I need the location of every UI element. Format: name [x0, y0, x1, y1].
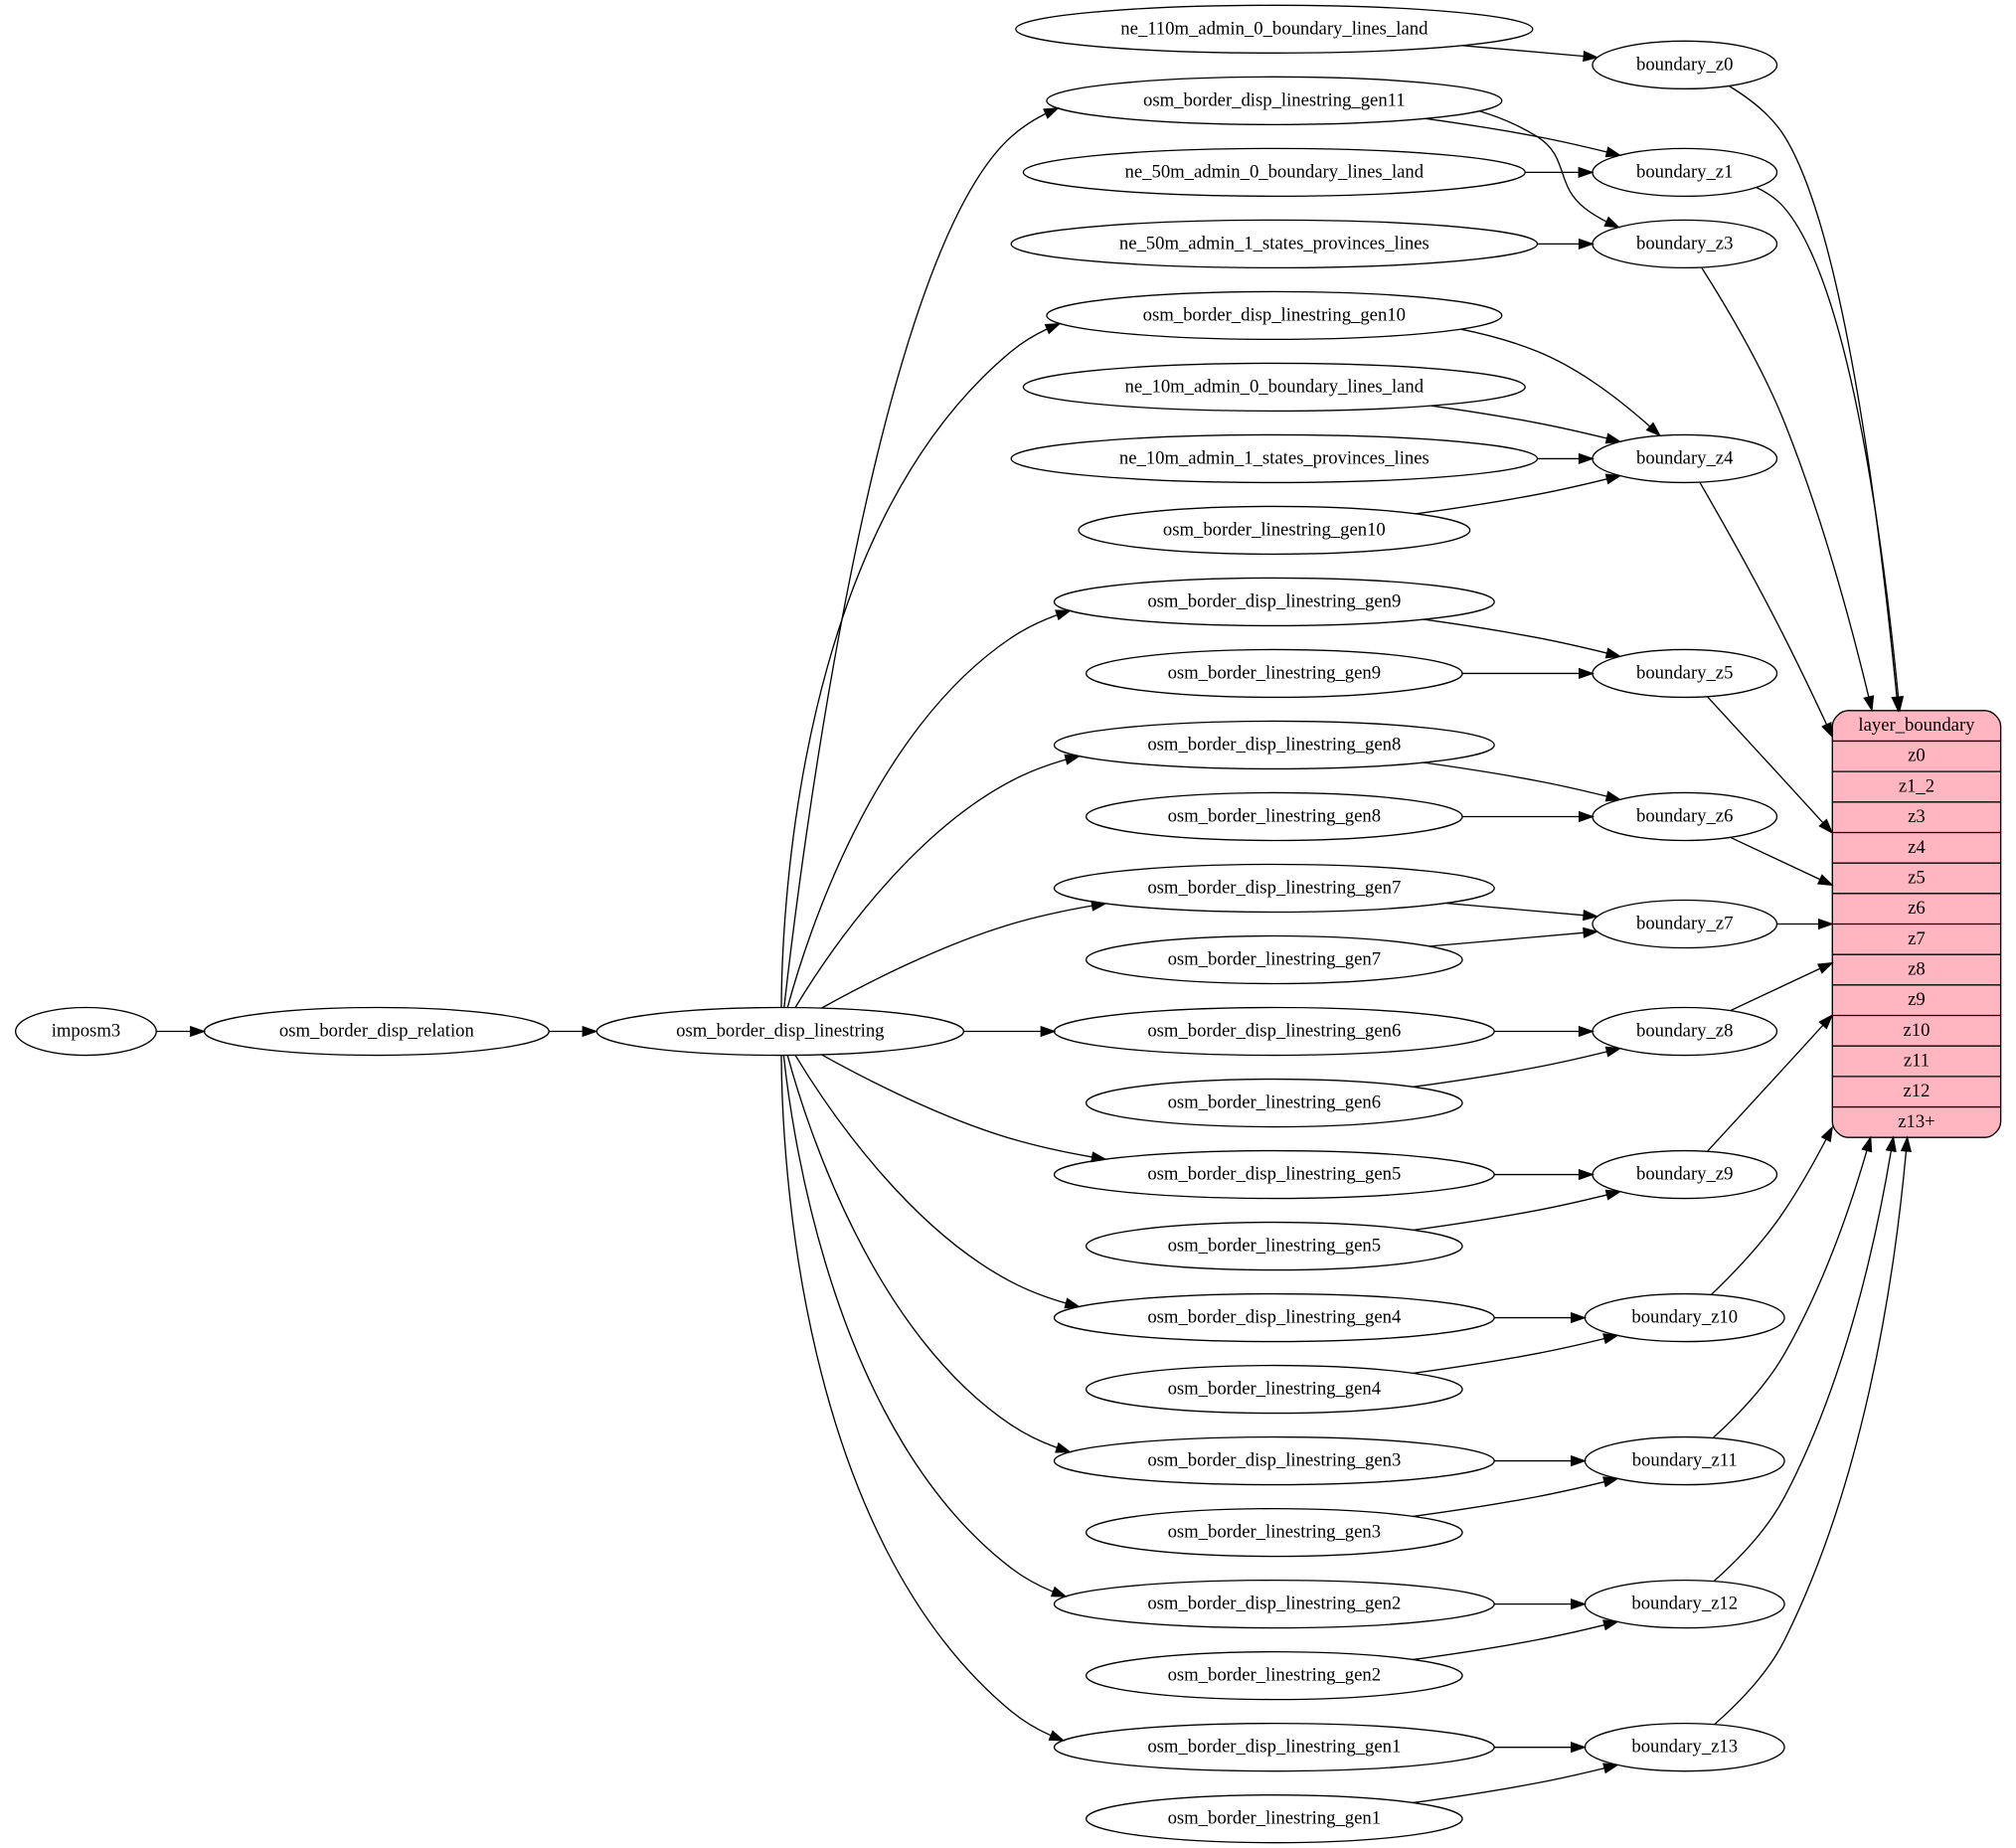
svg-text:z4: z4	[1908, 837, 1926, 858]
svg-text:boundary_z10: boundary_z10	[1631, 1307, 1738, 1328]
svg-text:z8: z8	[1908, 958, 1926, 979]
svg-text:osm_border_disp_linestring_gen: osm_border_disp_linestring_gen2	[1147, 1594, 1401, 1614]
svg-text:layer_boundary: layer_boundary	[1858, 715, 1975, 736]
svg-text:z5: z5	[1908, 867, 1926, 888]
svg-text:z11: z11	[1904, 1050, 1930, 1071]
svg-text:z0: z0	[1908, 746, 1926, 766]
svg-text:osm_border_disp_linestring_gen: osm_border_disp_linestring_gen7	[1147, 877, 1401, 898]
svg-text:boundary_z13: boundary_z13	[1631, 1737, 1738, 1758]
svg-text:z10: z10	[1903, 1020, 1930, 1041]
svg-text:osm_border_disp_linestring_gen: osm_border_disp_linestring_gen9	[1147, 590, 1401, 611]
svg-text:osm_border_disp_linestring_gen: osm_border_disp_linestring_gen10	[1143, 304, 1406, 325]
svg-text:boundary_z8: boundary_z8	[1636, 1020, 1733, 1041]
svg-text:ne_50m_admin_0_boundary_lines_: ne_50m_admin_0_boundary_lines_land	[1125, 161, 1425, 182]
svg-text:ne_50m_admin_1_states_province: ne_50m_admin_1_states_provinces_lines	[1119, 233, 1429, 253]
svg-text:osm_border_linestring_gen4: osm_border_linestring_gen4	[1168, 1379, 1382, 1400]
svg-text:z3: z3	[1908, 806, 1926, 827]
svg-text:boundary_z5: boundary_z5	[1636, 662, 1733, 683]
svg-text:boundary_z7: boundary_z7	[1636, 913, 1733, 933]
svg-text:osm_border_linestring_gen8: osm_border_linestring_gen8	[1168, 805, 1382, 826]
svg-text:ne_10m_admin_1_states_province: ne_10m_admin_1_states_provinces_lines	[1119, 447, 1429, 468]
svg-text:z1_2: z1_2	[1899, 775, 1934, 796]
svg-text:osm_border_disp_linestring_gen: osm_border_disp_linestring_gen3	[1147, 1450, 1401, 1471]
svg-text:osm_border_linestring_gen9: osm_border_linestring_gen9	[1168, 662, 1382, 683]
svg-text:osm_border_linestring_gen6: osm_border_linestring_gen6	[1168, 1092, 1382, 1112]
svg-text:ne_10m_admin_0_boundary_lines_: ne_10m_admin_0_boundary_lines_land	[1125, 376, 1425, 397]
svg-text:osm_border_linestring_gen3: osm_border_linestring_gen3	[1168, 1522, 1382, 1543]
svg-text:z7: z7	[1908, 928, 1926, 949]
svg-text:boundary_z0: boundary_z0	[1636, 54, 1733, 75]
svg-text:boundary_z3: boundary_z3	[1636, 233, 1733, 253]
svg-text:osm_border_linestring_gen5: osm_border_linestring_gen5	[1168, 1235, 1382, 1256]
svg-text:osm_border_disp_linestring: osm_border_disp_linestring	[676, 1020, 884, 1041]
svg-text:ne_110m_admin_0_boundary_lines: ne_110m_admin_0_boundary_lines_land	[1120, 18, 1428, 39]
svg-text:osm_border_linestring_gen1: osm_border_linestring_gen1	[1168, 1808, 1382, 1829]
svg-text:osm_border_linestring_gen7: osm_border_linestring_gen7	[1168, 948, 1382, 969]
svg-text:osm_border_disp_linestring_gen: osm_border_disp_linestring_gen6	[1147, 1020, 1401, 1041]
svg-text:z12: z12	[1903, 1081, 1930, 1101]
svg-text:boundary_z6: boundary_z6	[1636, 805, 1733, 826]
svg-text:imposm3: imposm3	[52, 1020, 120, 1041]
svg-text:boundary_z4: boundary_z4	[1636, 447, 1734, 468]
svg-text:osm_border_disp_linestring_gen: osm_border_disp_linestring_gen4	[1147, 1307, 1402, 1328]
svg-text:boundary_z9: boundary_z9	[1636, 1163, 1733, 1184]
svg-text:osm_border_disp_linestring_gen: osm_border_disp_linestring_gen1	[1147, 1737, 1401, 1758]
svg-text:z9: z9	[1908, 989, 1926, 1010]
svg-text:boundary_z1: boundary_z1	[1636, 161, 1733, 182]
svg-text:osm_border_linestring_gen10: osm_border_linestring_gen10	[1163, 519, 1386, 540]
svg-text:z13+: z13+	[1898, 1111, 1934, 1132]
svg-text:osm_border_disp_linestring_gen: osm_border_disp_linestring_gen5	[1147, 1163, 1401, 1184]
svg-text:osm_border_linestring_gen2: osm_border_linestring_gen2	[1168, 1665, 1382, 1686]
svg-text:osm_border_disp_linestring_gen: osm_border_disp_linestring_gen8	[1147, 734, 1401, 755]
svg-text:osm_border_disp_relation: osm_border_disp_relation	[279, 1020, 475, 1041]
svg-text:boundary_z12: boundary_z12	[1631, 1594, 1738, 1614]
svg-text:z6: z6	[1908, 898, 1926, 919]
svg-text:boundary_z11: boundary_z11	[1632, 1450, 1738, 1471]
svg-text:osm_border_disp_linestring_gen: osm_border_disp_linestring_gen11	[1143, 89, 1406, 110]
